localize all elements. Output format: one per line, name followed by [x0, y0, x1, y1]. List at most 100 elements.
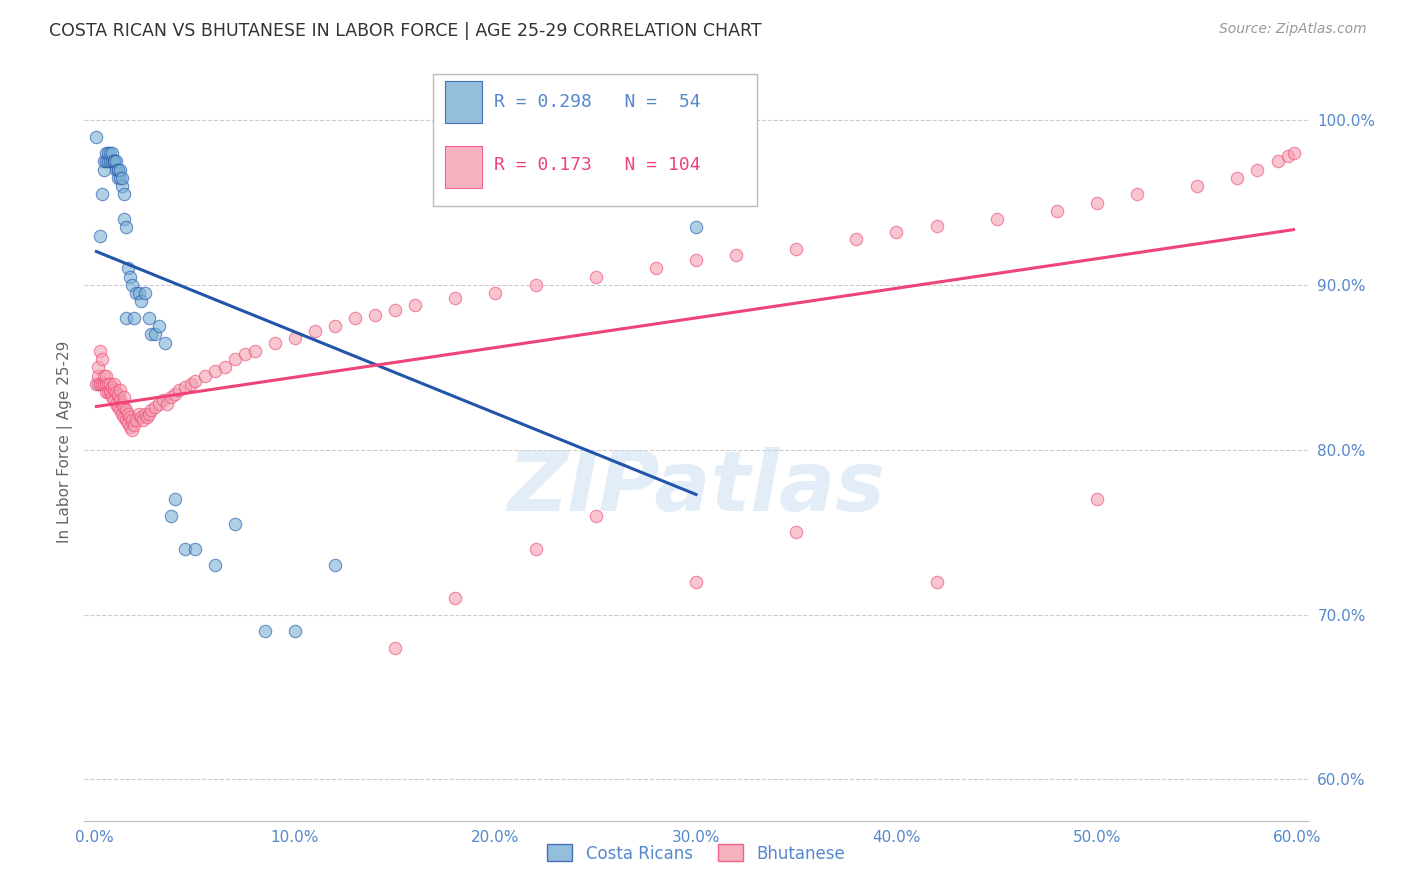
Point [87, 376, 110, 391]
Point [115, 220, 138, 235]
Legend: Costa Ricans, Bhutanese: Costa Ricans, Bhutanese [540, 838, 852, 869]
Point [180, 376, 202, 391]
Point [89, 228, 111, 243]
Y-axis label: In Labor Force | Age 25-29: In Labor Force | Age 25-29 [58, 341, 73, 542]
Point [91, 187, 114, 202]
Point [114, 212, 136, 227]
Point [105, 385, 128, 400]
Point [644, 261, 666, 276]
Point [120, 269, 142, 284]
Point [120, 409, 142, 424]
Point [304, 324, 326, 338]
Point [105, 154, 128, 169]
Point [785, 242, 807, 256]
Point [139, 327, 162, 342]
Point [96, 376, 118, 391]
Point [253, 624, 276, 638]
Point [91, 376, 114, 391]
Point [129, 409, 152, 424]
Point [131, 413, 153, 427]
Point [117, 261, 139, 276]
Point [107, 388, 129, 402]
Point [585, 508, 607, 523]
Point [159, 508, 181, 523]
Point [114, 409, 136, 424]
Point [155, 396, 177, 410]
Point [110, 170, 132, 185]
Point [124, 418, 146, 433]
Point [1046, 203, 1069, 218]
Point [194, 368, 217, 383]
Text: COSTA RICAN VS BHUTANESE IN LABOR FORCE | AGE 25-29 CORRELATION CHART: COSTA RICAN VS BHUTANESE IN LABOR FORCE … [49, 22, 762, 40]
Point [159, 390, 181, 404]
Point [138, 310, 160, 325]
Point [96, 154, 118, 169]
Point [103, 384, 125, 398]
Point [1246, 162, 1268, 177]
Point [323, 319, 346, 334]
Point [167, 384, 190, 398]
Point [224, 352, 246, 367]
Point [101, 380, 124, 394]
Point [86, 129, 108, 144]
Point [107, 170, 129, 185]
Point [128, 407, 150, 421]
Point [1282, 146, 1305, 161]
Point [134, 407, 156, 421]
Point [152, 393, 174, 408]
Text: ZIPatlas: ZIPatlas [508, 447, 884, 527]
Point [111, 396, 134, 410]
Point [87, 368, 110, 383]
Point [344, 310, 367, 325]
Point [1226, 170, 1249, 185]
Point [93, 162, 115, 177]
Point [111, 179, 134, 194]
Point [135, 409, 157, 424]
Point [115, 310, 138, 325]
Point [233, 347, 256, 361]
Point [148, 396, 170, 410]
Point [725, 248, 748, 262]
Point [100, 376, 122, 391]
Point [93, 376, 115, 391]
Point [100, 384, 122, 398]
Point [139, 403, 162, 417]
Point [886, 225, 908, 239]
Point [1277, 149, 1299, 163]
Point [129, 294, 152, 309]
Point [105, 162, 128, 177]
Point [111, 170, 134, 185]
Point [107, 162, 129, 177]
Point [173, 541, 195, 556]
Point [148, 319, 170, 334]
Point [384, 302, 406, 317]
Point [101, 146, 124, 161]
Point [103, 376, 125, 391]
Point [89, 343, 111, 358]
Point [1267, 154, 1289, 169]
Point [484, 286, 506, 301]
FancyBboxPatch shape [446, 145, 482, 187]
Point [97, 146, 120, 161]
Point [685, 220, 707, 235]
Point [163, 386, 186, 401]
Point [103, 154, 125, 169]
Point [685, 253, 707, 268]
Point [124, 310, 146, 325]
Point [1187, 179, 1209, 194]
Point [1126, 187, 1149, 202]
Point [97, 154, 120, 169]
Point [114, 187, 136, 202]
Point [524, 277, 547, 292]
FancyBboxPatch shape [446, 81, 482, 123]
Point [101, 390, 124, 404]
Point [925, 574, 948, 589]
Point [384, 640, 406, 655]
Text: Source: ZipAtlas.com: Source: ZipAtlas.com [1219, 22, 1367, 37]
Text: R = 0.173   N = 104: R = 0.173 N = 104 [494, 156, 700, 174]
Point [125, 413, 148, 427]
Point [128, 286, 150, 301]
Point [284, 331, 307, 345]
Point [100, 154, 122, 169]
Point [284, 624, 307, 638]
